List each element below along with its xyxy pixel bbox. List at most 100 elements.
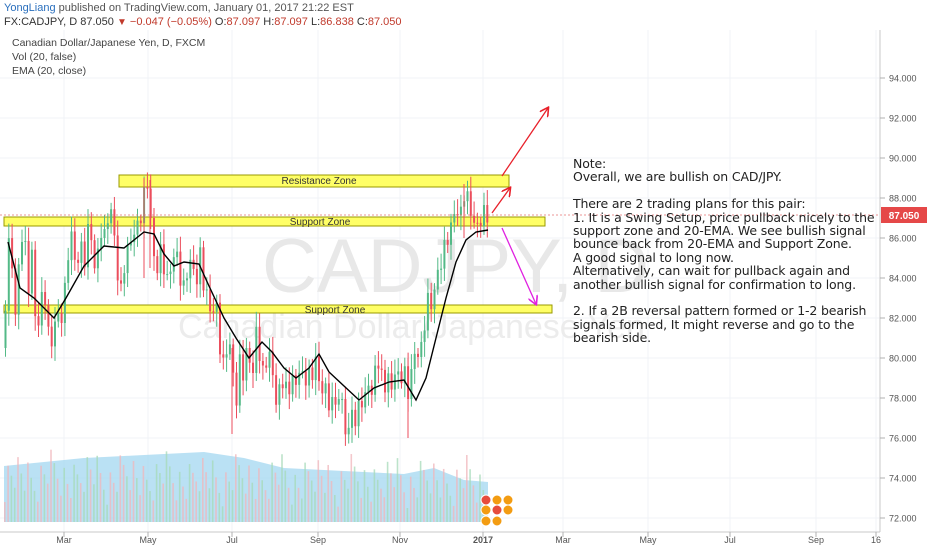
volume-bar [83,491,85,522]
high-label: H: [263,16,275,28]
volume-bar [172,483,174,522]
candle-body [479,222,482,226]
price-tick-label: 80.000 [889,354,917,364]
volume-bar [436,480,438,522]
volume-bar [99,473,102,522]
volume-bar [211,460,214,522]
publish-text: published on TradingView.com, January 01… [58,2,354,14]
volume-bar [122,464,125,522]
flag-icon [491,504,503,516]
candles-layer [4,172,489,446]
candle-body [166,274,169,276]
price-axis[interactable]: 72.000 74.000 76.000 78.000 80.000 82.000 84.0… [880,74,917,524]
candle-body [334,397,337,405]
candle-body [159,244,162,274]
candle-body [103,229,106,238]
time-tick-label: May [639,535,657,545]
volume-layer [4,449,488,522]
volume-bar [400,475,402,522]
candle-body [222,354,225,358]
volume-bar [330,481,333,522]
candle-body [347,427,350,435]
candle-body [364,392,367,408]
volume-bar [353,466,356,522]
volume-bar [23,490,26,522]
legend-vol[interactable]: Vol (20, false) [12,51,77,63]
candle-body [281,384,284,389]
support-zone-upper-label: Support Zone [290,217,351,228]
candle-body [11,238,14,269]
time-tick-label: Sep [808,535,824,545]
quote-line: FX:CADJPY, D 87.050 ▼ −0.047 (−0.05%) O:… [4,16,402,28]
candle-body [423,330,426,342]
volume-bar [93,484,95,522]
candle-body [337,399,340,405]
time-axis[interactable]: Mar May Jul Sep Nov 2017 Mar May Jul Sep 16 [56,532,881,545]
volume-bar [7,465,9,522]
volume-bar [347,488,349,522]
candle-body [466,191,469,202]
volume-bar [360,497,362,522]
time-tick-label: May [139,535,157,545]
volume-bar [462,488,465,522]
volume-bar [56,478,59,522]
symbol-label: FX:CADJPY, D [4,16,78,28]
events-icons[interactable] [480,494,514,527]
volume-bar [27,462,29,522]
candle-body [278,384,281,405]
volume-bar [218,492,221,522]
price-chart[interactable]: CADJPY, D Canadian Dollar/Japanese Yen R… [0,30,932,550]
volume-bar [449,495,452,522]
candle-body [268,351,271,368]
volume-bar [294,474,296,522]
volume-bar [456,469,458,522]
volume-bar [103,489,105,522]
candle-body [318,356,320,382]
volume-bar [43,474,46,522]
volume-bar [475,502,478,522]
open-label: O: [214,16,227,28]
candle-body [133,234,136,243]
legend-ema[interactable]: EMA (20, close) [12,65,87,77]
volume-bar [251,482,254,522]
volume-bar [188,464,191,522]
volume-bar [393,487,395,522]
volume-bar [396,458,399,522]
last-price-badge: 87.050 [881,207,927,223]
volume-bar [63,467,65,522]
candle-body [156,256,159,274]
candle-body [426,292,429,331]
volume-bar [254,498,257,522]
volume-bar [165,451,168,522]
candle-body [354,409,357,427]
candle-body [238,354,241,406]
arrows-layer [491,108,548,304]
high-value: 87.097 [274,16,308,28]
price-tick-label: 92.000 [889,114,917,124]
candle-body [113,209,116,236]
candle-body [67,260,70,283]
volume-bar [129,490,131,522]
candle-body [83,241,86,268]
legend-title: Canadian Dollar/Japanese Yen, D, FXCM [12,37,206,49]
candle-body [110,209,113,224]
volume-bar [112,482,115,522]
price-tick-label: 84.000 [889,274,917,284]
candle-body [242,354,245,381]
candle-body [34,249,37,317]
volume-bar [185,498,188,522]
volume-bar [10,475,13,522]
volume-bar [136,478,138,522]
candle-body [77,259,80,263]
candle-body [301,371,304,373]
candle-body [413,353,416,370]
candle-body [50,326,53,347]
author-link[interactable]: YongLiang [4,2,56,14]
time-tick-label: 2017 [473,535,493,545]
volume-bar [337,506,339,522]
candle-body [70,231,73,261]
candle-body [136,220,139,235]
candle-body [232,344,235,373]
volume-bar [304,462,306,522]
volume-bar [139,495,141,522]
